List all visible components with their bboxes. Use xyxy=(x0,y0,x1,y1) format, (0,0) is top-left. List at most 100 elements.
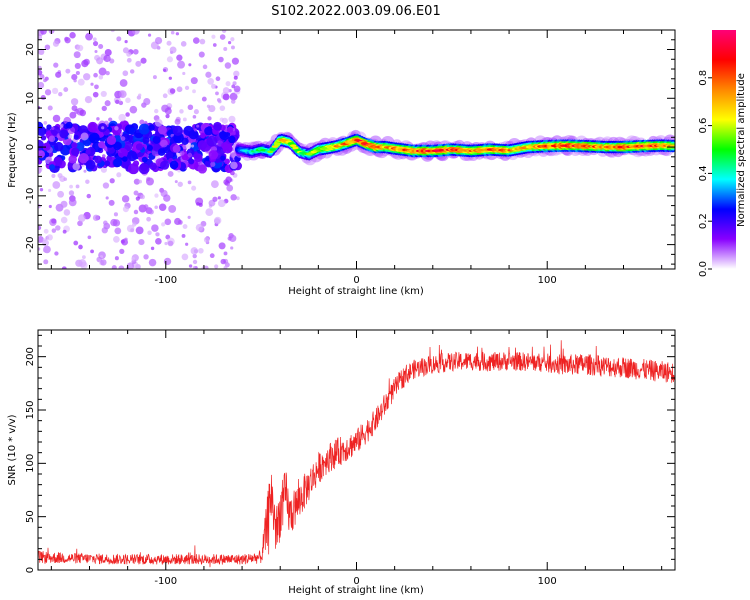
noise-blob xyxy=(77,220,83,227)
noise-blob xyxy=(210,161,216,167)
noise-blob xyxy=(170,30,175,35)
noise-blob xyxy=(133,190,139,196)
noise-blob xyxy=(188,63,192,67)
noise-blob xyxy=(38,225,42,231)
noise-blob xyxy=(40,135,47,141)
noise-blob xyxy=(87,235,92,240)
noise-blob xyxy=(158,203,167,212)
snr-y-tick-label: 200 xyxy=(25,347,36,366)
noise-blob xyxy=(198,202,203,207)
noise-blob xyxy=(122,206,129,213)
noise-blob xyxy=(230,37,235,42)
signal-cell xyxy=(292,146,299,150)
noise-blob xyxy=(59,123,64,128)
noise-blob xyxy=(133,209,139,215)
noise-blob xyxy=(197,140,208,150)
noise-blob xyxy=(106,135,117,146)
noise-blob xyxy=(98,141,106,149)
noise-blob xyxy=(104,160,111,167)
noise-blob xyxy=(53,62,59,68)
noise-blob xyxy=(182,71,186,76)
noise-blob xyxy=(143,97,151,106)
noise-blob xyxy=(182,117,187,122)
noise-blob xyxy=(190,247,198,255)
noise-blob xyxy=(155,232,160,237)
noise-blob xyxy=(87,121,98,133)
noise-blob xyxy=(105,196,109,200)
noise-blob xyxy=(140,57,147,64)
noise-blob xyxy=(145,177,154,186)
noise-blob xyxy=(152,75,157,80)
noise-blob xyxy=(51,126,55,130)
noise-blob xyxy=(177,181,183,187)
noise-blob xyxy=(113,158,123,168)
noise-blob xyxy=(180,41,187,47)
noise-blob xyxy=(218,99,222,104)
noise-blob xyxy=(187,104,194,111)
noise-blob xyxy=(52,114,61,123)
noise-blob xyxy=(92,214,100,221)
noise-blob xyxy=(192,259,198,265)
noise-blob xyxy=(187,215,191,219)
noise-blob xyxy=(192,37,200,44)
noise-blob xyxy=(40,30,47,35)
noise-blob xyxy=(104,48,112,56)
noise-blob xyxy=(179,150,185,156)
noise-blob xyxy=(223,179,229,185)
noise-blob xyxy=(197,164,208,174)
noise-blob xyxy=(124,39,128,44)
noise-blob xyxy=(217,199,226,208)
noise-blob xyxy=(148,258,157,267)
noise-blob xyxy=(51,228,57,233)
noise-blob xyxy=(133,178,140,185)
noise-blob xyxy=(167,240,174,247)
noise-blob xyxy=(57,190,65,198)
noise-blob xyxy=(77,214,86,222)
noise-blob xyxy=(228,135,236,144)
noise-blob xyxy=(182,224,188,229)
noise-blob xyxy=(209,253,215,259)
noise-blob xyxy=(138,123,150,135)
noise-blob xyxy=(181,253,189,261)
noise-blob xyxy=(205,208,214,217)
noise-blob xyxy=(135,226,144,235)
noise-blob xyxy=(100,90,107,98)
noise-blob xyxy=(49,164,56,171)
noise-blob xyxy=(150,246,155,251)
snr-x-tick-label: 0 xyxy=(353,576,359,587)
snr-plot-area xyxy=(38,330,675,570)
noise-blob xyxy=(78,153,89,164)
noise-blob xyxy=(101,227,108,234)
noise-blob xyxy=(210,83,217,89)
noise-blob xyxy=(223,47,228,51)
noise-blob xyxy=(177,60,186,69)
noise-blob xyxy=(172,144,181,153)
noise-blob xyxy=(213,216,222,225)
snr-x-axis-label: Height of straight line (km) xyxy=(288,585,424,596)
noise-blob xyxy=(42,239,50,247)
noise-blob xyxy=(55,225,61,231)
noise-blob xyxy=(75,184,80,189)
noise-blob xyxy=(201,96,207,102)
noise-blob xyxy=(46,124,52,130)
noise-blob xyxy=(76,44,84,52)
noise-blob xyxy=(117,147,128,158)
noise-blob xyxy=(233,75,238,80)
noise-blob xyxy=(200,132,206,139)
noise-blob xyxy=(38,236,44,243)
noise-blob xyxy=(174,180,178,184)
noise-blob xyxy=(114,126,119,131)
noise-blob xyxy=(38,48,45,55)
snr-ticks: -100 0 100 0 50 100 150 200 xyxy=(25,330,675,587)
noise-blob xyxy=(139,119,145,125)
noise-blob xyxy=(108,199,115,206)
noise-blob xyxy=(183,125,194,137)
noise-blob xyxy=(122,47,129,54)
noise-blob xyxy=(101,126,105,130)
noise-blob xyxy=(51,87,59,95)
snr-panel: -100 0 100 0 50 100 150 200 Height of straight … xyxy=(7,329,676,596)
noise-blob xyxy=(135,143,143,151)
noise-blob xyxy=(190,77,198,85)
noise-blob xyxy=(92,91,99,98)
